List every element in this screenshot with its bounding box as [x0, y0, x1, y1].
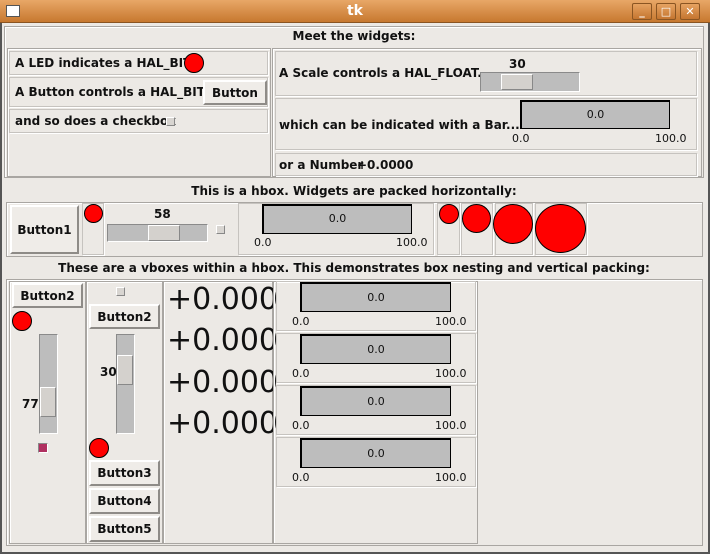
scale-value: 30	[509, 57, 526, 71]
scale-value: 58	[154, 207, 171, 221]
bar-row	[275, 98, 697, 150]
title-bar[interactable]: tk _ □ ✕	[0, 0, 710, 23]
bar-max: 100.0	[435, 471, 467, 484]
hbox-scale[interactable]	[107, 224, 208, 242]
led-small	[439, 204, 459, 224]
vbox-col1	[9, 281, 86, 544]
col2-scale-value: 30	[100, 365, 117, 379]
col1-vscale[interactable]	[39, 334, 58, 434]
checkbox-row	[9, 109, 268, 133]
bar-max: 100.0	[435, 419, 467, 432]
bar-cell	[276, 385, 476, 435]
led-cell	[82, 203, 104, 255]
maximize-button[interactable]: □	[656, 3, 676, 20]
hal-bar: 0.0	[520, 100, 670, 129]
number-value: +0.0000	[357, 158, 414, 172]
hal-checkbox[interactable]	[166, 117, 175, 126]
scale-row	[275, 51, 697, 96]
bar-min: 0.0	[292, 419, 310, 432]
app-icon[interactable]	[6, 5, 20, 17]
bar-cell	[276, 437, 476, 487]
bar-label: which can be indicated with a Bar...	[279, 118, 520, 132]
scale-slider[interactable]	[148, 225, 180, 241]
section1-heading: Meet the widgets:	[292, 29, 416, 43]
vbox-numbers	[163, 281, 273, 544]
led-row	[9, 51, 268, 75]
vbox-bar: 0.0	[300, 438, 451, 468]
button-row	[9, 77, 268, 107]
vbox-bar: 0.0	[300, 334, 451, 364]
section2-heading: This is a hbox. Widgets are packed horiz…	[191, 184, 517, 198]
led-large	[493, 204, 533, 244]
hal-scale[interactable]	[480, 72, 580, 92]
section1-frame	[4, 26, 704, 178]
led-xlarge	[535, 204, 586, 253]
hbox-bar: 0.0	[262, 204, 412, 234]
scale-label: A Scale controls a HAL_FLOAT...	[279, 66, 491, 80]
bar-max: 100.0	[655, 132, 687, 145]
bar-cell	[238, 203, 434, 255]
bar-min: 0.0	[512, 132, 530, 145]
button-label: A Button controls a HAL_BIT...	[15, 85, 217, 99]
col1-scale-value: 77	[22, 397, 39, 411]
number-display: +0.000	[167, 365, 279, 400]
close-button[interactable]: ✕	[680, 3, 700, 20]
bar-min: 0.0	[292, 315, 310, 328]
scale-slider[interactable]	[117, 355, 133, 385]
bar-min: 0.0	[292, 471, 310, 484]
scale-slider[interactable]	[501, 74, 533, 90]
col1-checkbox-checked[interactable]	[38, 443, 48, 453]
number-label: or a Number	[279, 158, 364, 172]
col2-button2[interactable]: Button2	[89, 304, 160, 329]
col2-checkbox[interactable]	[116, 287, 125, 296]
bar-max: 100.0	[396, 236, 428, 249]
window-body	[0, 23, 710, 554]
led-indicator	[84, 204, 103, 223]
button3[interactable]: Button3	[89, 460, 160, 486]
button1[interactable]: Button1	[10, 205, 79, 254]
bar-max: 100.0	[435, 367, 467, 380]
col1-button2[interactable]: Button2	[12, 283, 83, 308]
number-display: +0.000	[167, 282, 279, 317]
window-title: tk	[346, 3, 363, 19]
button4[interactable]: Button4	[89, 488, 160, 514]
scale-slider[interactable]	[40, 387, 56, 417]
col2-vscale[interactable]	[116, 334, 135, 434]
led-cell	[461, 203, 493, 255]
button5[interactable]: Button5	[89, 516, 160, 542]
led-indicator	[89, 438, 109, 458]
led-label: A LED indicates a HAL_BIT:	[15, 56, 196, 70]
left-vbox	[7, 48, 271, 177]
section3-heading: These are a vboxes within a hbox. This d…	[58, 261, 650, 275]
checkbox-label: and so does a checkbox	[15, 114, 177, 128]
bar-min: 0.0	[254, 236, 272, 249]
number-row	[275, 153, 697, 176]
bar-cell	[276, 281, 476, 331]
led-indicator	[12, 311, 32, 331]
hbox-frame	[6, 202, 703, 257]
led-indicator	[184, 53, 204, 73]
bar-cell	[276, 333, 476, 383]
number-display: +0.000	[167, 406, 279, 441]
hbox-checkbox[interactable]	[216, 225, 225, 234]
number-display: +0.000	[167, 323, 279, 358]
bar-min: 0.0	[292, 367, 310, 380]
led-medium	[462, 204, 491, 233]
minimize-button[interactable]: _	[632, 3, 652, 20]
vbox-bar: 0.0	[300, 282, 451, 312]
led-cell	[437, 203, 460, 255]
bar-max: 100.0	[435, 315, 467, 328]
right-vbox	[272, 48, 702, 177]
nested-hbox-frame	[6, 279, 703, 546]
vbox-bar: 0.0	[300, 386, 451, 416]
hal-button[interactable]: Button	[203, 80, 267, 105]
vbox-col2	[86, 281, 163, 544]
